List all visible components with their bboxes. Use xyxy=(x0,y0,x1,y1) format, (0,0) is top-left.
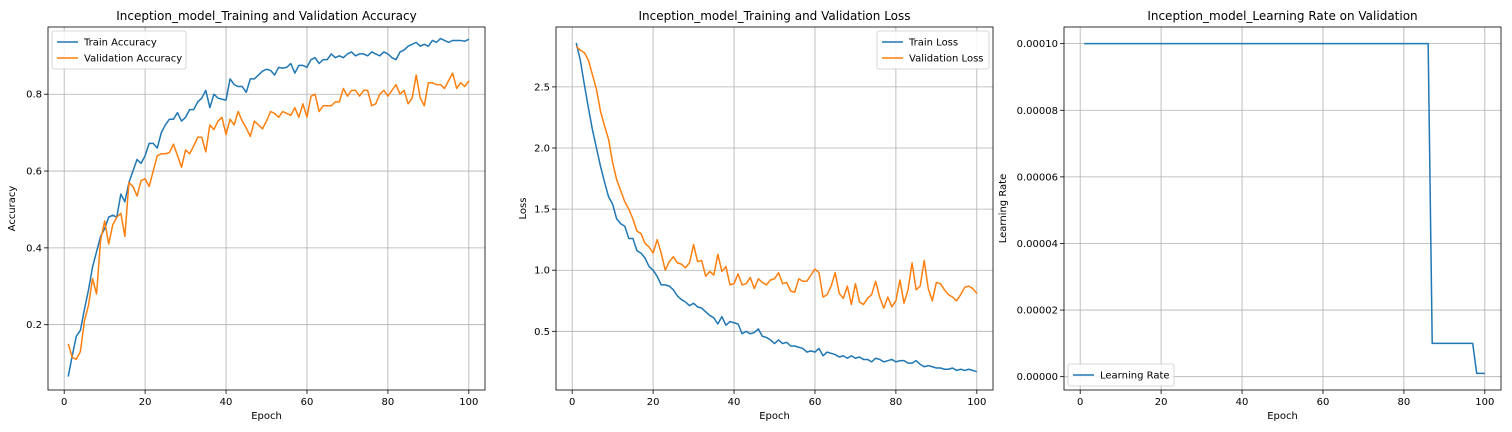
subplot-2: 0 20 40 60 80 100 0.5 1.0 1.5 2.0 2.5 Inception_mod… xyxy=(518,9,994,422)
y-tick-label: 2.0 xyxy=(534,144,550,155)
y-tick-label: 0.5 xyxy=(534,327,550,338)
y-tick-label: 1.0 xyxy=(534,266,550,277)
legend-label: Learning Rate xyxy=(1100,371,1170,382)
legend-box xyxy=(1067,363,1175,387)
x-tick-label: 60 xyxy=(301,397,314,408)
chart-title: Inception_model_Training and Validation … xyxy=(116,9,417,23)
y-tick-label: 0.00004 xyxy=(1017,239,1058,250)
plot-frame xyxy=(1063,26,1502,391)
x-tick-label: 0 xyxy=(1077,397,1083,408)
y-axis-label: Accuracy xyxy=(7,186,18,232)
legend: Train Loss Validation Loss xyxy=(876,30,990,70)
y-tick-label: 0.00002 xyxy=(1017,306,1058,317)
x-tick-label: 80 xyxy=(890,397,903,408)
legend-box xyxy=(51,30,187,70)
x-axis-label: Epoch xyxy=(251,411,282,422)
x-tick-label: 100 xyxy=(459,397,478,408)
y-tick-label: 0.6 xyxy=(26,167,42,178)
y-tick-label: 0.00006 xyxy=(1017,172,1058,183)
series-line-1 xyxy=(67,37,470,377)
x-tick-label: 20 xyxy=(1155,397,1168,408)
x-tick-label: 100 xyxy=(967,397,986,408)
y-tick-label: 0.2 xyxy=(26,320,42,331)
series-line-2 xyxy=(575,46,978,309)
plot-frame xyxy=(555,26,994,391)
legend-label: Train Accuracy xyxy=(83,38,157,49)
series-line-1 xyxy=(575,42,978,373)
legend-label: Validation Accuracy xyxy=(84,54,182,65)
legend-label: Train Loss xyxy=(908,38,958,49)
x-tick-label: 20 xyxy=(139,397,152,408)
chart-title: Inception_model_Training and Validation … xyxy=(638,9,910,23)
x-tick-label: 80 xyxy=(382,397,395,408)
x-axis-label: Epoch xyxy=(759,411,790,422)
x-tick-label: 40 xyxy=(728,397,741,408)
x-axis-label: Epoch xyxy=(1267,411,1298,422)
subplot-1: 0 20 40 60 80 100 0.2 0.4 0.6 0.8 Inception_model_… xyxy=(7,9,486,422)
legend: Train Accuracy Validation Accuracy xyxy=(51,30,187,70)
y-axis-label: Loss xyxy=(518,198,529,220)
y-tick-label: 0.00010 xyxy=(1017,39,1058,50)
x-tick-label: 60 xyxy=(1317,397,1330,408)
x-tick-label: 40 xyxy=(220,397,233,408)
series-line-1 xyxy=(1084,42,1485,375)
x-tick-label: 80 xyxy=(1398,397,1411,408)
y-tick-label: 0.8 xyxy=(26,90,42,101)
x-tick-label: 100 xyxy=(1475,397,1494,408)
series-line-2 xyxy=(67,72,470,361)
x-tick-label: 0 xyxy=(61,397,67,408)
subplot-3: 0 20 40 60 80 100 0.00000 0.00002 0.00004 0.00006… xyxy=(998,9,1502,422)
y-tick-label: 0.4 xyxy=(26,243,42,254)
y-tick-label: 1.5 xyxy=(534,205,550,216)
plot-frame xyxy=(47,26,486,391)
legend: Learning Rate xyxy=(1067,363,1175,387)
y-tick-label: 0.00000 xyxy=(1017,372,1058,383)
y-axis-label: Learning Rate xyxy=(998,174,1009,244)
x-tick-label: 0 xyxy=(569,397,575,408)
y-tick-label: 2.5 xyxy=(534,82,550,93)
chart-title: Inception_model_Learning Rate on Validat… xyxy=(1147,9,1417,23)
y-tick-label: 0.00008 xyxy=(1017,106,1058,117)
legend-box xyxy=(876,30,990,70)
x-tick-label: 40 xyxy=(1236,397,1249,408)
x-tick-label: 20 xyxy=(647,397,660,408)
x-tick-label: 60 xyxy=(809,397,822,408)
legend-label: Validation Loss xyxy=(909,54,984,65)
